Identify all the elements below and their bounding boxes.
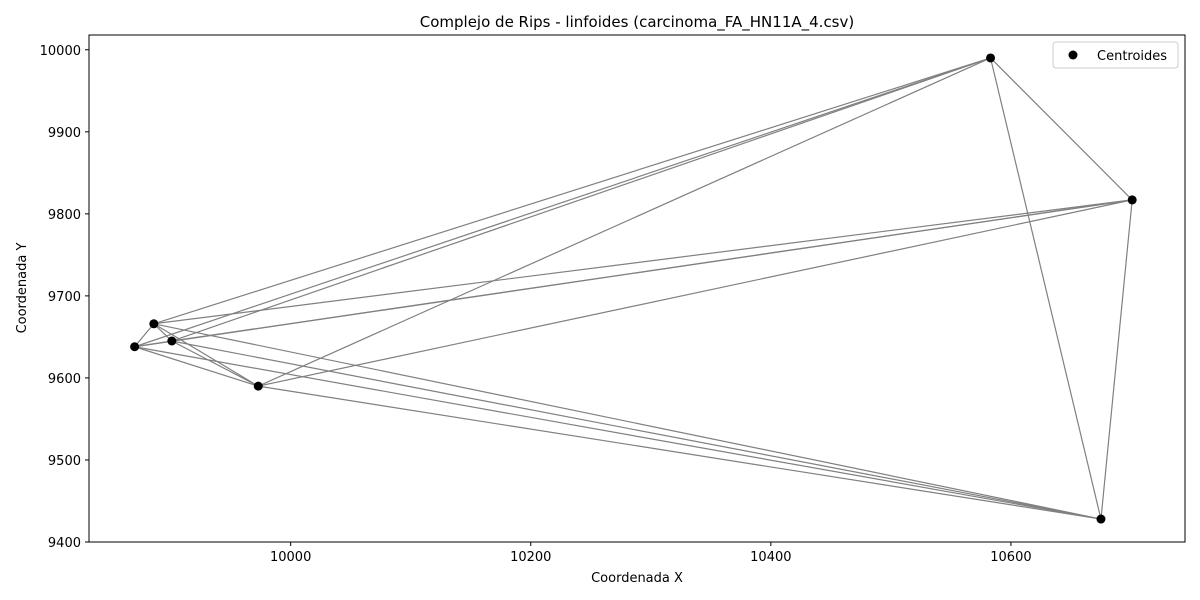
edge-line — [171, 340, 1102, 520]
edge-line — [989, 57, 1102, 520]
edge-line — [134, 346, 1102, 520]
legend: Centroides — [1052, 41, 1179, 69]
x-tick-label: 10600 — [990, 550, 1031, 565]
edge-line — [171, 57, 991, 342]
edge-line — [258, 199, 1133, 387]
edge-line — [134, 323, 155, 348]
legend-box — [1052, 41, 1179, 69]
x-tick-label: 10400 — [750, 550, 791, 565]
x-tick-label: 10000 — [270, 550, 311, 565]
edge-line — [134, 57, 991, 348]
y-tick-label: 9900 — [48, 126, 81, 141]
centroid-point — [149, 319, 159, 329]
plot-frame — [88, 34, 1186, 543]
centroid-point — [1127, 195, 1137, 205]
x-axis-ticks: 10000 10200 10400 10600 — [270, 542, 1032, 565]
points-layer — [130, 53, 1137, 524]
y-axis-ticks: 9400 9500 9600 9700 9800 9900 10000 — [40, 44, 89, 551]
edge-line — [134, 199, 1133, 348]
centroid-point — [167, 336, 177, 346]
centroid-point — [130, 342, 140, 352]
y-tick-label: 9800 — [48, 208, 81, 223]
x-tick-label: 10200 — [510, 550, 551, 565]
edge-line — [153, 199, 1133, 325]
edge-line — [153, 57, 991, 325]
edges-layer — [134, 57, 1133, 520]
edge-line — [171, 340, 259, 387]
centroid-point — [1096, 514, 1106, 524]
edge-line — [134, 346, 259, 387]
edge-line — [258, 57, 991, 387]
centroid-point — [986, 53, 996, 63]
edge-line — [153, 323, 1102, 520]
y-tick-label: 9400 — [48, 536, 81, 551]
chart-title: Complejo de Rips - linfoides (carcinoma_… — [420, 13, 854, 32]
edge-line — [990, 57, 1133, 201]
y-tick-label: 9600 — [48, 372, 81, 387]
y-axis-label: Coordenada Y — [15, 243, 30, 334]
legend-label: Centroides — [1097, 49, 1167, 64]
y-tick-label: 10000 — [40, 44, 81, 59]
edge-line — [258, 385, 1102, 520]
y-tick-label: 9500 — [48, 454, 81, 469]
centroid-point — [253, 381, 263, 391]
edge-line — [1100, 199, 1133, 520]
y-tick-label: 9700 — [48, 290, 81, 305]
x-axis-label: Coordenada X — [591, 571, 683, 586]
legend-marker — [1068, 50, 1078, 60]
